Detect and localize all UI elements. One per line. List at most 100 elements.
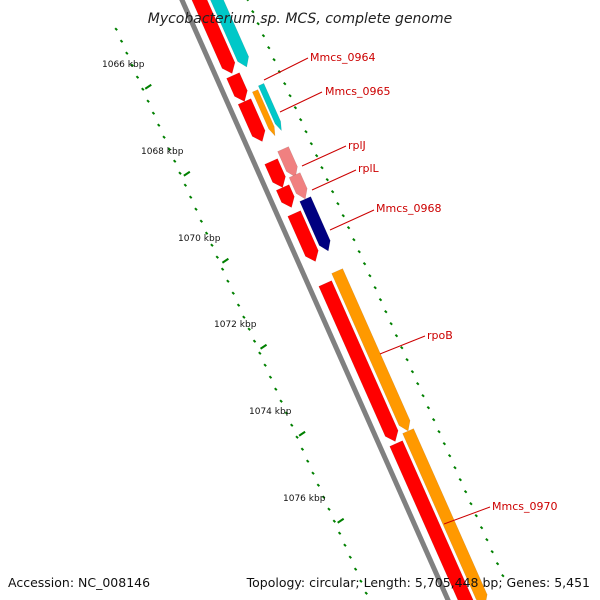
map-title: Mycobacterium sp. MCS, complete genome (148, 11, 453, 27)
tick-dot-inner (337, 531, 342, 535)
tick-dot-outer (463, 489, 468, 494)
tick-dot-outer (256, 21, 260, 26)
tick-dot-outer (474, 513, 478, 518)
tick-dot-outer (352, 237, 356, 242)
tick-dot-inner (135, 75, 140, 79)
gene-label-rpob[interactable]: rpoB (427, 329, 453, 342)
kbp-label-1070: 1070 kbp (178, 234, 221, 244)
tick-dot-outer (373, 285, 377, 290)
tick-dot-inner (141, 87, 145, 91)
tick-dot-outer (490, 549, 494, 554)
tick-dot-inner (300, 447, 305, 451)
tick-dot-inner (183, 183, 188, 187)
gene-block-mmcs-0968b (299, 196, 331, 252)
tick-dot-inner (316, 483, 321, 487)
gene-block-mmcs-0968 (287, 210, 319, 262)
gene-block-mmcs-0964 (226, 72, 248, 102)
tick-dot-outer (362, 261, 367, 266)
label-leader-lines (263, 57, 491, 525)
gene-block-mmcs-0965b (252, 89, 276, 137)
tick-dot-inner (348, 555, 352, 559)
tick-dot-outer (341, 213, 345, 218)
leader-line (279, 91, 323, 113)
gene-block-rpob-b (331, 268, 411, 432)
tick-dot-inner (130, 63, 134, 67)
tick-dot-inner (125, 51, 129, 55)
tick-dot-outer (447, 453, 452, 458)
accession-text: Accession: NC_008146 (8, 575, 150, 590)
genome-summary-text: Topology: circular; Length: 5,705,448 bp… (246, 575, 590, 590)
tick-dot-inner (279, 399, 283, 403)
tick-dot-outer (267, 45, 271, 50)
tick-dot-inner (236, 303, 241, 307)
gene-block-rplj (264, 158, 286, 188)
tick-dot-inner (274, 387, 278, 391)
tick-dot-inner (220, 267, 225, 271)
tick-dot-inner (252, 339, 257, 343)
tick-dot-outer (400, 345, 404, 350)
tick-dot-inner (268, 375, 273, 379)
tick-dot-inner (226, 279, 230, 283)
tick-dot-outer (421, 393, 425, 398)
gene-block-rpll (275, 184, 295, 208)
leader-line (311, 169, 357, 191)
tick-dot-inner (332, 519, 337, 523)
kbp-label-1076: 1076 kbp (283, 494, 326, 504)
gene-label-mmcs-0970[interactable]: Mmcs_0970 (492, 500, 557, 513)
tick-dot-outer (394, 333, 399, 338)
tick-dot-inner (359, 579, 363, 583)
gene-block-rplj-b (277, 146, 298, 178)
tick-dot-inner (247, 327, 251, 331)
tick-dot-outer (304, 129, 308, 134)
tick-dot-outer (261, 33, 266, 38)
tick-dot-inner (321, 495, 326, 499)
tick-major (259, 343, 268, 350)
leader-line (301, 145, 347, 167)
tick-dot-outer (469, 501, 473, 506)
tick-dot-outer (325, 177, 329, 182)
tick-dot-outer (246, 0, 250, 2)
tick-dot-outer (442, 441, 447, 446)
tick-dot-inner (194, 207, 198, 211)
gene-block-g0 (191, 0, 236, 74)
leader-line (443, 506, 491, 525)
tick-dot-outer (272, 57, 276, 62)
gene-label-mmcs-0965[interactable]: Mmcs_0965 (325, 85, 390, 98)
tick-dot-outer (453, 465, 457, 470)
tick-dot-outer (485, 537, 489, 542)
tick-dot-outer (416, 381, 420, 386)
kbp-label-1074: 1074 kbp (249, 407, 292, 417)
backbone-line (179, 0, 451, 600)
tick-dot-inner (210, 243, 214, 247)
tick-dot-outer (368, 273, 372, 278)
tick-dot-outer (437, 429, 441, 434)
tick-dot-outer (458, 477, 462, 482)
tick-dot-inner (178, 171, 182, 175)
kbp-label-1068: 1068 kbp (141, 147, 184, 157)
gene-label-rplj[interactable]: rplJ (348, 139, 366, 152)
gene-label-mmcs-0968[interactable]: Mmcs_0968 (376, 202, 441, 215)
tick-dot-outer (283, 81, 287, 86)
leader-line (379, 335, 426, 355)
tick-dot-inner (157, 123, 161, 127)
tick-dot-inner (305, 459, 310, 463)
gene-label-rpll[interactable]: rplL (358, 162, 380, 175)
tick-dot-inner (172, 159, 177, 163)
tick-dot-inner (167, 147, 172, 151)
tick-dot-outer (298, 117, 303, 122)
kbp-label-1066: 1066 kbp (102, 60, 145, 70)
tick-dot-outer (479, 525, 484, 530)
tick-dot-inner (343, 543, 347, 547)
gene-label-mmcs-0964[interactable]: Mmcs_0964 (310, 51, 375, 64)
tick-dot-inner (311, 471, 315, 475)
kbp-label-1072: 1072 kbp (214, 320, 257, 330)
tick-dot-outer (320, 165, 324, 170)
gene-block-rpob (318, 280, 399, 442)
tick-dot-outer (495, 561, 500, 566)
tick-major (221, 257, 229, 264)
tick-dot-outer (426, 405, 431, 410)
tick-dot-outer (293, 105, 298, 110)
tick-dot-inner (290, 423, 294, 427)
tick-dot-outer (288, 93, 292, 98)
tick-dot-outer (389, 321, 393, 326)
